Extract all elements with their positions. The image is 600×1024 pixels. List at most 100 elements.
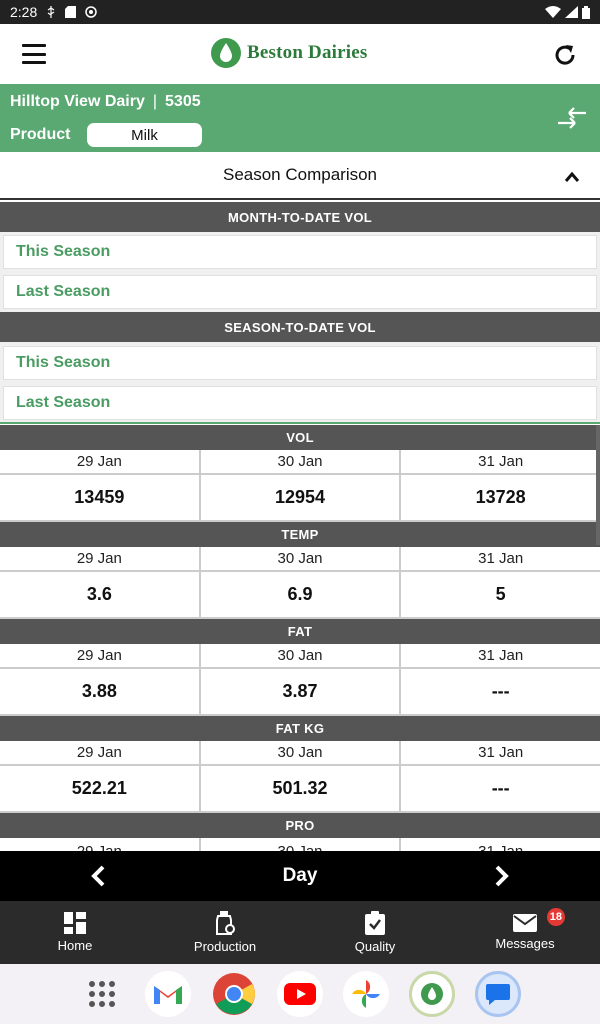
date-cell: 29 Jan [0, 741, 201, 766]
farm-header: Hilltop View Dairy | 5305 Product Milk [0, 84, 600, 152]
metric-title: FAT KG [275, 721, 325, 736]
std-title: SEASON-TO-DATE VOL [224, 319, 376, 335]
nav-messages[interactable]: 18 Messages [450, 901, 600, 964]
app-bar: Beston Dairies [0, 24, 600, 84]
bottom-navigation: Home Production Quality 18 Messages [0, 901, 600, 964]
date-cell: 30 Jan [200, 741, 402, 766]
quality-icon [365, 911, 385, 935]
production-icon [216, 911, 235, 935]
value-cell: --- [401, 669, 600, 716]
gmail-icon[interactable] [145, 971, 191, 1017]
nav-home[interactable]: Home [0, 901, 150, 964]
day-navigation: Day [0, 851, 600, 901]
metric-header: PRO [0, 813, 600, 838]
brand-logo: Beston Dairies [210, 37, 367, 69]
menu-icon[interactable] [22, 44, 46, 64]
metric-title: FAT [287, 624, 313, 639]
chevron-left-icon[interactable] [88, 864, 108, 894]
date-cell: 29 Jan [0, 450, 201, 475]
nav-production[interactable]: Production [150, 901, 300, 964]
product-select[interactable]: Milk [87, 123, 202, 147]
nav-production-label: Production [193, 939, 257, 954]
nav-messages-label: Messages [495, 936, 555, 951]
chevron-right-icon[interactable] [492, 864, 512, 894]
value-cell: 522.21 [0, 766, 201, 813]
date-row: 29 Jan 30 Jan 31 Jan [0, 547, 600, 572]
date-cell: 30 Jan [200, 547, 402, 572]
value-cell: 501.32 [200, 766, 402, 813]
value-cell: 3.87 [200, 669, 402, 716]
value-cell: 13459 [0, 475, 201, 522]
nav-quality[interactable]: Quality [300, 901, 450, 964]
mtd-header: MONTH-TO-DATE VOL [0, 202, 600, 232]
refresh-icon[interactable] [552, 42, 578, 68]
metric-title: VOL [286, 430, 314, 445]
value-row: 3.88 3.87 --- [0, 669, 600, 716]
this-season-label: This Season [16, 243, 111, 260]
product-label: Product [10, 126, 71, 143]
last-season-label: Last Season [16, 394, 111, 411]
app-dock [0, 964, 600, 1024]
date-row: 29 Jan 30 Jan 31 Jan [0, 741, 600, 766]
metric-title: TEMP [281, 527, 319, 542]
nav-home-label: Home [57, 938, 93, 953]
chevron-up-icon [564, 168, 580, 188]
status-time: 2:28 [10, 4, 38, 20]
metric-header: FAT KG [0, 716, 600, 741]
chrome-icon[interactable] [211, 971, 257, 1017]
date-cell: 31 Jan [401, 450, 600, 475]
youtube-icon[interactable] [277, 971, 323, 1017]
date-cell: 29 Jan [0, 644, 201, 669]
value-row: 522.21 501.32 --- [0, 766, 600, 813]
photos-icon[interactable] [343, 971, 389, 1017]
value-cell: 6.9 [200, 572, 402, 619]
date-row: 29 Jan 30 Jan 31 Jan [0, 450, 600, 475]
std-last-season: Last Season [3, 386, 597, 420]
last-season-label: Last Season [16, 283, 111, 300]
value-cell: 13728 [401, 475, 600, 522]
drop-logo-icon [211, 38, 241, 68]
messages-icon [513, 914, 537, 932]
date-cell: 30 Jan [200, 450, 402, 475]
wifi-icon [545, 6, 561, 18]
date-cell: 31 Jan [401, 547, 600, 572]
value-cell: --- [401, 766, 600, 813]
mtd-this-season: This Season [3, 235, 597, 269]
brand-name: Beston Dairies [247, 42, 368, 63]
metric-title: PRO [285, 818, 315, 833]
value-row: 3.6 6.9 5 [0, 572, 600, 619]
metric-header: FAT [0, 619, 600, 644]
metric-header: VOL [0, 425, 600, 450]
date-cell: 31 Jan [401, 644, 600, 669]
value-cell: 3.6 [0, 572, 201, 619]
farm-number: 5305 [165, 93, 201, 110]
metric-header: TEMP [0, 522, 600, 547]
value-row: 13459 12954 13728 [0, 475, 600, 522]
mtd-title: MONTH-TO-DATE VOL [228, 209, 372, 225]
season-comparison-toggle[interactable]: Season Comparison [0, 152, 600, 200]
swap-icon[interactable] [556, 106, 588, 130]
date-cell: 30 Jan [200, 644, 402, 669]
value-cell: 3.88 [0, 669, 201, 716]
mtd-last-season: Last Season [3, 275, 597, 309]
season-comparison-title: Season Comparison [222, 165, 378, 184]
day-label: Day [282, 865, 318, 886]
home-icon [64, 912, 86, 934]
app-drawer-icon[interactable] [79, 971, 125, 1017]
status-bar: 2:28 [0, 0, 600, 24]
usb-icon [46, 6, 56, 18]
std-header: SEASON-TO-DATE VOL [0, 312, 600, 342]
farm-name: Hilltop View Dairy [10, 93, 145, 110]
beston-app-icon[interactable] [409, 971, 455, 1017]
nav-quality-label: Quality [354, 939, 396, 954]
value-cell: 5 [401, 572, 600, 619]
sync-icon [85, 6, 97, 18]
messages-badge: 18 [546, 908, 565, 926]
date-cell: 29 Jan [0, 547, 201, 572]
farm-separator: | [152, 93, 158, 110]
sd-card-icon [65, 6, 77, 18]
this-season-label: This Season [16, 354, 111, 371]
messages-app-icon[interactable] [475, 971, 521, 1017]
scrollbar[interactable] [596, 425, 600, 545]
date-row: 29 Jan 30 Jan 31 Jan [0, 644, 600, 669]
